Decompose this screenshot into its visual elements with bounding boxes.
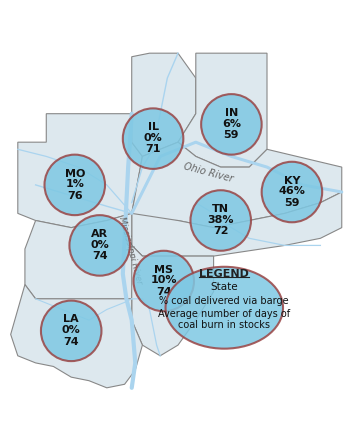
Text: LA: LA (63, 314, 79, 325)
Circle shape (262, 162, 322, 222)
Text: 59: 59 (224, 130, 239, 140)
Text: 38%: 38% (208, 215, 234, 225)
Text: 72: 72 (213, 226, 229, 236)
Circle shape (190, 190, 251, 251)
Text: 10%: 10% (151, 275, 177, 285)
Text: 0%: 0% (144, 133, 162, 143)
Text: 0%: 0% (90, 240, 109, 250)
Text: 71: 71 (145, 144, 161, 154)
Text: IL: IL (148, 122, 158, 132)
Text: 46%: 46% (278, 186, 305, 196)
Polygon shape (132, 246, 214, 356)
Ellipse shape (166, 267, 283, 349)
Text: MS: MS (154, 265, 173, 275)
Polygon shape (132, 53, 196, 157)
Polygon shape (11, 284, 142, 388)
Circle shape (201, 94, 262, 155)
Text: Average number of days of
coal burn in stocks: Average number of days of coal burn in s… (158, 309, 290, 330)
Text: AR: AR (91, 229, 108, 239)
Text: Ohio River: Ohio River (182, 161, 234, 184)
Text: 74: 74 (92, 251, 108, 261)
Text: 0%: 0% (62, 325, 80, 335)
Text: 76: 76 (67, 191, 83, 201)
Text: 74: 74 (63, 336, 79, 347)
Circle shape (69, 215, 130, 276)
Circle shape (41, 301, 101, 361)
Text: 1%: 1% (65, 179, 84, 189)
Text: 6%: 6% (222, 119, 241, 129)
Polygon shape (132, 142, 342, 228)
Text: TN: TN (212, 204, 229, 214)
Text: IN: IN (225, 108, 238, 118)
Polygon shape (18, 114, 142, 228)
Text: % coal delivered via barge: % coal delivered via barge (159, 296, 289, 306)
Text: 59: 59 (284, 198, 300, 208)
Text: State: State (210, 282, 238, 292)
Text: LEGEND: LEGEND (199, 269, 249, 279)
Polygon shape (178, 53, 267, 167)
Circle shape (44, 155, 105, 215)
Text: Mississippi River: Mississippi River (117, 216, 143, 285)
Text: MO: MO (64, 168, 85, 179)
Text: 74: 74 (156, 287, 172, 297)
Circle shape (134, 251, 194, 311)
Text: KY: KY (284, 176, 300, 186)
Circle shape (123, 108, 183, 169)
Polygon shape (25, 213, 142, 299)
Polygon shape (132, 192, 342, 256)
